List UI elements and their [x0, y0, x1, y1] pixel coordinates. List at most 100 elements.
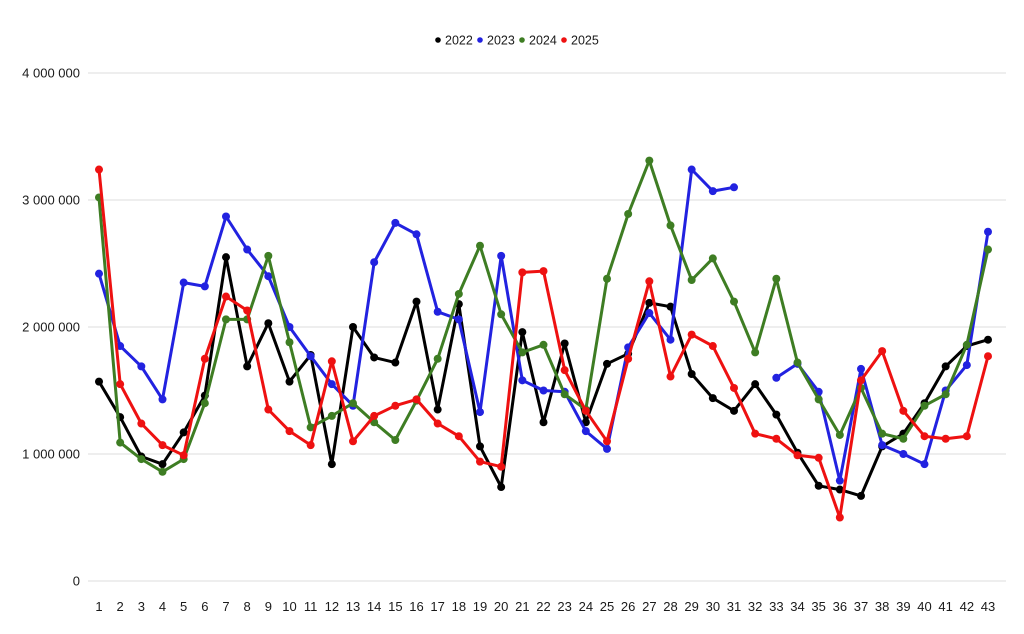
data-point — [264, 251, 273, 260]
data-point — [95, 269, 103, 278]
data-point — [95, 165, 103, 174]
x-axis-tick-label: 26 — [621, 599, 635, 614]
data-point — [708, 187, 717, 196]
data-point — [920, 401, 929, 410]
data-point — [878, 347, 887, 356]
series-line-2023 — [97, 168, 990, 483]
data-point — [116, 380, 125, 389]
data-point — [327, 460, 336, 469]
data-point — [158, 395, 167, 404]
x-axis-tick-label: 8 — [244, 599, 251, 614]
data-point — [264, 272, 273, 281]
data-point — [222, 292, 230, 301]
data-point — [285, 377, 294, 386]
data-point — [984, 352, 992, 361]
data-point — [200, 354, 209, 363]
data-point — [645, 309, 654, 318]
x-axis-tick-label: 39 — [896, 599, 910, 614]
data-point — [476, 457, 484, 466]
data-point — [708, 342, 717, 351]
legend-marker-icon — [477, 37, 483, 43]
data-point — [624, 354, 633, 363]
data-point — [497, 251, 506, 260]
data-point — [560, 390, 569, 399]
x-axis-tick-label: 22 — [536, 599, 550, 614]
x-axis-tick-label: 27 — [642, 599, 656, 614]
data-point — [687, 165, 696, 174]
x-axis-tick-label: 13 — [346, 599, 360, 614]
x-axis-tick-label: 23 — [557, 599, 571, 614]
data-point — [772, 410, 781, 419]
data-point — [158, 460, 167, 469]
data-point — [306, 423, 315, 432]
x-axis-tick-label: 16 — [409, 599, 423, 614]
data-point — [666, 221, 675, 230]
data-point — [603, 274, 611, 283]
data-point — [327, 357, 336, 366]
data-point — [793, 451, 802, 460]
data-point — [327, 411, 336, 420]
y-axis-tick-label: 1 000 000 — [22, 447, 80, 462]
x-axis-tick-label: 5 — [180, 599, 187, 614]
data-point — [645, 298, 654, 307]
data-point — [984, 245, 992, 254]
data-point — [391, 218, 400, 227]
data-point — [687, 369, 696, 378]
data-point — [370, 258, 379, 267]
x-axis-tick-label: 29 — [684, 599, 698, 614]
data-point — [603, 437, 611, 446]
x-axis-tick-label: 24 — [579, 599, 593, 614]
x-axis-tick-label: 6 — [201, 599, 208, 614]
data-point — [349, 437, 357, 446]
data-point — [454, 432, 463, 441]
x-axis-tick-label: 12 — [325, 599, 339, 614]
legend-item-2025: 2025 — [561, 34, 599, 48]
x-axis-tick-label: 31 — [727, 599, 741, 614]
data-point — [391, 358, 400, 367]
series-line-2022 — [97, 255, 990, 498]
x-axis-tick-label: 10 — [282, 599, 296, 614]
data-point — [518, 328, 527, 337]
data-point — [835, 485, 844, 494]
data-point — [349, 399, 357, 408]
legend-label: 2024 — [529, 34, 557, 48]
data-point — [391, 436, 400, 445]
data-point — [962, 361, 971, 370]
data-point — [518, 268, 527, 277]
data-point — [243, 245, 252, 254]
data-point — [433, 354, 442, 363]
data-point — [666, 335, 675, 344]
data-point — [306, 352, 315, 361]
data-point — [200, 399, 209, 408]
x-axis-tick-label: 28 — [663, 599, 677, 614]
data-point — [539, 340, 548, 349]
x-axis-tick-label: 21 — [515, 599, 529, 614]
data-point — [645, 156, 654, 165]
data-point — [158, 467, 167, 476]
y-axis-tick-label: 2 000 000 — [22, 320, 80, 335]
data-point — [539, 418, 548, 427]
x-axis-tick-label: 2 — [117, 599, 124, 614]
data-point — [433, 307, 442, 316]
data-point — [264, 405, 273, 414]
data-point — [433, 419, 442, 428]
data-point — [243, 362, 252, 371]
legend-item-2022: 2022 — [435, 34, 473, 48]
data-point — [476, 241, 484, 250]
data-point — [941, 434, 950, 443]
data-point — [476, 408, 484, 417]
data-point — [454, 289, 463, 298]
x-axis-tick-label: 37 — [854, 599, 868, 614]
data-point — [878, 441, 887, 450]
data-point — [793, 358, 802, 367]
x-axis-tick-label: 41 — [938, 599, 952, 614]
data-point — [984, 335, 992, 344]
y-axis-tick-label: 0 — [73, 574, 80, 589]
data-point — [899, 450, 908, 458]
data-point — [539, 267, 548, 276]
data-point — [222, 212, 230, 221]
data-point — [730, 297, 738, 306]
x-axis-tick-label: 35 — [811, 599, 825, 614]
data-point — [539, 386, 548, 395]
